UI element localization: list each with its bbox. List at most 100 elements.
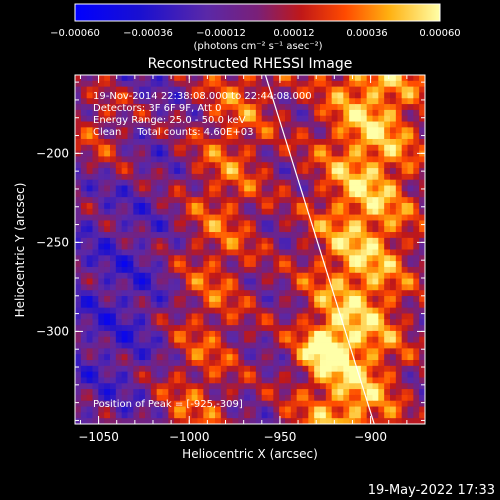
heatmap-cell bbox=[98, 360, 105, 367]
heatmap-cell bbox=[98, 191, 105, 198]
heatmap-cell bbox=[110, 92, 117, 99]
heatmap-cell bbox=[320, 319, 327, 326]
heatmap-cell bbox=[378, 150, 385, 157]
heatmap-cell bbox=[290, 208, 298, 215]
heatmap-cell bbox=[80, 98, 88, 105]
heatmap-cell bbox=[314, 80, 321, 88]
heatmap-cell bbox=[238, 325, 245, 332]
heatmap-cell bbox=[98, 80, 105, 88]
heatmap-cell bbox=[296, 168, 303, 175]
heatmap-cell bbox=[80, 237, 88, 245]
heatmap-cell bbox=[162, 168, 169, 175]
heatmap-cell bbox=[121, 319, 128, 326]
heatmap-cell bbox=[355, 232, 362, 239]
heatmap-cell bbox=[174, 237, 181, 245]
heatmap-cell bbox=[267, 150, 274, 157]
heatmap-cell bbox=[203, 348, 210, 355]
heatmap-cell bbox=[413, 412, 420, 419]
heatmap-cell bbox=[110, 168, 117, 175]
heatmap-cell bbox=[115, 348, 123, 355]
heatmap-cell bbox=[378, 394, 385, 402]
heatmap-cell bbox=[250, 383, 257, 390]
heatmap-cell bbox=[331, 232, 338, 239]
heatmap-cell bbox=[92, 150, 99, 157]
heatmap-cell bbox=[180, 371, 187, 378]
heatmap-cell bbox=[180, 237, 187, 245]
heatmap-cell bbox=[226, 202, 233, 210]
heatmap-cell bbox=[290, 133, 298, 140]
heatmap-cell bbox=[98, 418, 105, 424]
heatmap-cell bbox=[355, 330, 362, 338]
heatmap-cell bbox=[384, 394, 391, 402]
heatmap-cell bbox=[104, 400, 111, 407]
heatmap-cell bbox=[255, 226, 263, 233]
heatmap-cell bbox=[308, 290, 315, 297]
heatmap-cell bbox=[250, 115, 257, 122]
heatmap-cell bbox=[162, 261, 169, 268]
heatmap-cell bbox=[378, 104, 385, 111]
heatmap-cell bbox=[215, 394, 222, 402]
heatmap-cell bbox=[372, 75, 379, 82]
plot-frame bbox=[74, 74, 426, 425]
heatmap-cell bbox=[162, 226, 169, 233]
heatmap-cell bbox=[185, 313, 193, 320]
heatmap-cell bbox=[75, 394, 82, 402]
heatmap-cell bbox=[407, 156, 414, 163]
heatmap-cell bbox=[121, 115, 128, 122]
heatmap-cell bbox=[209, 354, 216, 361]
heatmap-cell bbox=[133, 168, 140, 175]
heatmap-cell bbox=[238, 237, 245, 245]
heatmap-cell bbox=[401, 232, 408, 239]
heatmap-cell bbox=[255, 290, 263, 297]
heatmap-cell bbox=[419, 261, 425, 268]
heatmap-cell bbox=[226, 109, 233, 117]
heatmap-cell bbox=[104, 127, 111, 134]
heatmap-cell bbox=[395, 208, 403, 215]
heatmap-cell bbox=[127, 354, 134, 361]
heatmap-cell bbox=[337, 208, 344, 215]
heatmap-cell bbox=[390, 232, 397, 239]
heatmap-cell bbox=[378, 220, 385, 227]
heatmap-cell bbox=[273, 255, 280, 262]
heatmap-cell bbox=[185, 319, 193, 326]
heatmap-cell bbox=[150, 400, 158, 407]
heatmap-cell bbox=[384, 389, 391, 396]
heatmap-cell bbox=[92, 418, 99, 424]
heatmap-cell bbox=[156, 150, 163, 157]
heatmap-cell bbox=[98, 220, 105, 227]
heatmap-cell bbox=[320, 208, 327, 215]
heatmap-cell bbox=[150, 179, 158, 186]
heatmap-cell bbox=[331, 383, 338, 390]
heatmap-cell bbox=[238, 296, 245, 303]
heatmap-cell bbox=[115, 232, 123, 239]
heatmap-cell bbox=[290, 168, 298, 175]
heatmap-cell bbox=[366, 237, 373, 245]
heatmap-cell bbox=[168, 191, 175, 198]
heatmap-cell bbox=[244, 109, 251, 117]
heatmap-cell bbox=[133, 150, 140, 157]
heatmap-cell bbox=[390, 202, 397, 210]
heatmap-cell bbox=[401, 307, 408, 314]
heatmap-cell bbox=[366, 173, 373, 181]
heatmap-cell bbox=[238, 389, 245, 396]
heatmap-cell bbox=[401, 371, 408, 378]
heatmap-cell bbox=[115, 400, 123, 407]
heatmap-cell bbox=[267, 138, 274, 146]
heatmap-cell bbox=[75, 208, 82, 215]
heatmap-cell bbox=[378, 173, 385, 181]
heatmap-cell bbox=[349, 162, 356, 169]
heatmap-cell bbox=[325, 325, 333, 332]
heatmap-cell bbox=[343, 98, 350, 105]
heatmap-cell bbox=[127, 406, 134, 413]
heatmap-cell bbox=[372, 237, 379, 245]
heatmap-cell bbox=[390, 301, 397, 309]
heatmap-cell bbox=[180, 208, 187, 215]
heatmap-cell bbox=[209, 115, 216, 122]
heatmap-cell bbox=[261, 185, 268, 192]
heatmap-cell bbox=[180, 220, 187, 227]
heatmap-cell bbox=[232, 365, 239, 373]
heatmap-cell bbox=[75, 418, 82, 424]
heatmap-cell bbox=[185, 144, 193, 152]
heatmap-cell bbox=[127, 249, 134, 256]
heatmap-cell bbox=[174, 243, 181, 250]
